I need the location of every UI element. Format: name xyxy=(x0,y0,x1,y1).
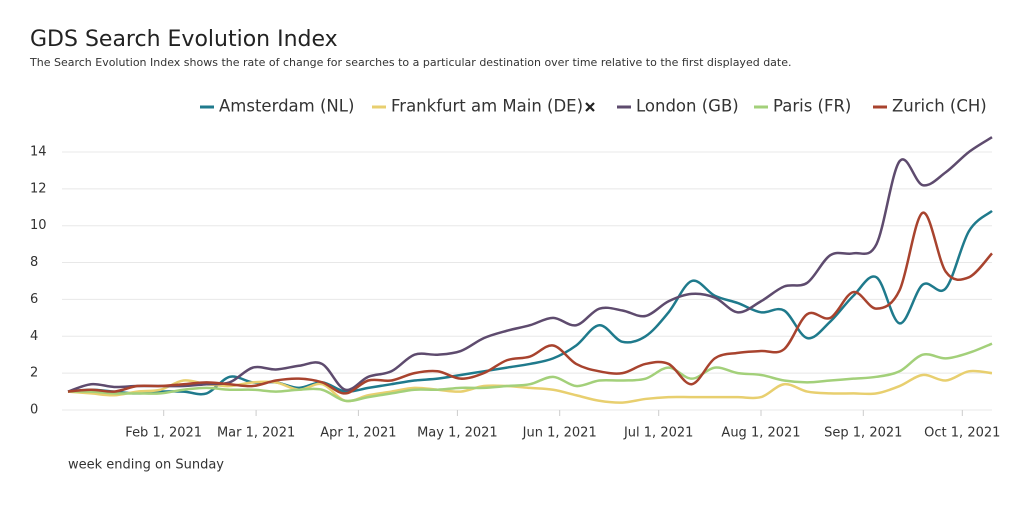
legend-item[interactable]: Amsterdam (NL) xyxy=(200,97,354,116)
x-tick-label: Sep 1, 2021 xyxy=(824,426,902,441)
legend-label: Zurich (CH) xyxy=(892,97,987,116)
legend-item[interactable]: Frankfurt am Main (DE) xyxy=(372,97,583,116)
x-tick-label: Apr 1, 2021 xyxy=(320,426,396,441)
legend-label: London (GB) xyxy=(636,97,739,116)
x-tick-label: May 1, 2021 xyxy=(417,426,498,441)
y-tick-label: 12 xyxy=(30,181,47,196)
legend-item[interactable]: Paris (FR) xyxy=(754,97,851,116)
series-line xyxy=(67,211,993,395)
series-line xyxy=(67,342,993,403)
y-tick-label: 10 xyxy=(30,218,47,233)
chart-subtitle: The Search Evolution Index shows the rat… xyxy=(29,56,792,69)
legend-item[interactable]: Zurich (CH) xyxy=(873,97,987,116)
y-tick-label: 6 xyxy=(30,292,38,307)
x-tick-label: Mar 1, 2021 xyxy=(217,426,295,441)
chart-title: GDS Search Evolution Index xyxy=(30,27,338,52)
series-line xyxy=(67,369,993,404)
x-tick-label: Feb 1, 2021 xyxy=(125,426,202,441)
y-tick-label: 4 xyxy=(30,329,38,344)
series-line xyxy=(67,136,993,393)
legend-label: Amsterdam (NL) xyxy=(219,97,354,116)
y-tick-label: 8 xyxy=(30,255,38,270)
y-tick-label: 14 xyxy=(30,144,47,159)
x-tick-label: Jun 1, 2021 xyxy=(522,426,597,441)
legend-label: Paris (FR) xyxy=(773,97,851,116)
series-line xyxy=(67,209,993,396)
x-tick-label: Aug 1, 2021 xyxy=(721,426,800,441)
legend-close-icon[interactable] xyxy=(585,102,595,112)
y-tick-label: 2 xyxy=(30,366,38,381)
legend-item[interactable]: London (GB) xyxy=(617,97,739,116)
legend-label: Frankfurt am Main (DE) xyxy=(391,97,583,116)
y-tick-label: 0 xyxy=(30,403,38,418)
x-axis-label: week ending on Sunday xyxy=(68,458,224,473)
x-tick-label: Oct 1, 2021 xyxy=(924,426,1000,441)
x-tick-label: Jul 1, 2021 xyxy=(623,426,693,441)
